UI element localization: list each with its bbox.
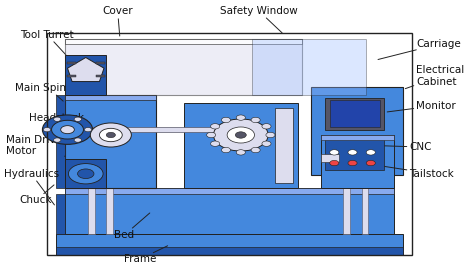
Circle shape xyxy=(251,117,260,123)
Circle shape xyxy=(227,127,255,143)
Text: Bed: Bed xyxy=(114,213,150,240)
Circle shape xyxy=(221,117,230,123)
Text: Main Spindle: Main Spindle xyxy=(15,83,82,101)
Circle shape xyxy=(207,132,216,138)
Text: Headstock: Headstock xyxy=(29,113,84,123)
Circle shape xyxy=(100,128,122,142)
Circle shape xyxy=(43,115,92,144)
Polygon shape xyxy=(96,75,105,77)
Polygon shape xyxy=(252,39,366,95)
Circle shape xyxy=(236,150,246,155)
Text: CNC: CNC xyxy=(383,142,432,152)
Circle shape xyxy=(251,147,260,153)
Text: Tailstock: Tailstock xyxy=(383,166,454,179)
Circle shape xyxy=(54,117,61,122)
Polygon shape xyxy=(56,247,403,255)
Polygon shape xyxy=(65,159,106,188)
Polygon shape xyxy=(65,39,302,44)
Polygon shape xyxy=(65,39,302,95)
Text: Carriage: Carriage xyxy=(378,39,461,59)
Polygon shape xyxy=(344,188,350,234)
Polygon shape xyxy=(325,135,384,170)
Circle shape xyxy=(262,124,271,129)
Circle shape xyxy=(348,150,357,155)
Polygon shape xyxy=(330,100,380,127)
Text: Frame: Frame xyxy=(124,246,168,264)
Text: Hydraulics: Hydraulics xyxy=(4,169,59,205)
Circle shape xyxy=(266,132,275,138)
Polygon shape xyxy=(65,95,156,100)
Polygon shape xyxy=(65,188,393,234)
Polygon shape xyxy=(320,135,393,188)
Text: Monitor: Monitor xyxy=(387,101,456,112)
Polygon shape xyxy=(56,234,403,255)
Circle shape xyxy=(330,160,339,166)
Circle shape xyxy=(210,124,219,129)
Text: Main Drive
Motor: Main Drive Motor xyxy=(6,135,65,157)
Circle shape xyxy=(366,150,375,155)
Circle shape xyxy=(330,150,339,155)
Polygon shape xyxy=(96,62,105,64)
Circle shape xyxy=(84,127,91,132)
Circle shape xyxy=(74,138,82,142)
Polygon shape xyxy=(106,188,113,234)
Circle shape xyxy=(348,160,357,166)
Circle shape xyxy=(54,138,61,142)
Circle shape xyxy=(68,164,103,184)
Circle shape xyxy=(52,120,83,139)
Circle shape xyxy=(91,123,131,147)
Polygon shape xyxy=(362,188,368,234)
Polygon shape xyxy=(88,188,95,234)
Circle shape xyxy=(106,132,115,138)
Polygon shape xyxy=(56,194,65,234)
Text: Safety Window: Safety Window xyxy=(220,6,298,33)
Polygon shape xyxy=(67,75,76,77)
Polygon shape xyxy=(320,154,339,162)
Polygon shape xyxy=(184,103,298,188)
Circle shape xyxy=(366,160,375,166)
Circle shape xyxy=(213,119,268,151)
Circle shape xyxy=(43,127,51,132)
Circle shape xyxy=(61,126,74,134)
Polygon shape xyxy=(56,95,65,188)
Circle shape xyxy=(74,117,82,122)
Circle shape xyxy=(210,141,219,146)
Polygon shape xyxy=(65,55,106,95)
Polygon shape xyxy=(65,188,393,194)
Polygon shape xyxy=(65,95,156,188)
Circle shape xyxy=(221,147,230,153)
Polygon shape xyxy=(311,87,403,175)
Text: Cover: Cover xyxy=(102,6,133,36)
Text: Electrical
Cabinet: Electrical Cabinet xyxy=(405,65,465,89)
Text: Chuck: Chuck xyxy=(19,185,54,205)
Text: Tool Turret: Tool Turret xyxy=(20,30,74,59)
Circle shape xyxy=(236,115,246,120)
Polygon shape xyxy=(320,135,393,140)
Polygon shape xyxy=(275,108,293,183)
Polygon shape xyxy=(67,62,76,64)
Polygon shape xyxy=(67,127,229,132)
Circle shape xyxy=(78,169,94,178)
Polygon shape xyxy=(325,97,384,130)
Circle shape xyxy=(235,132,246,138)
Circle shape xyxy=(262,141,271,146)
Polygon shape xyxy=(67,58,104,82)
